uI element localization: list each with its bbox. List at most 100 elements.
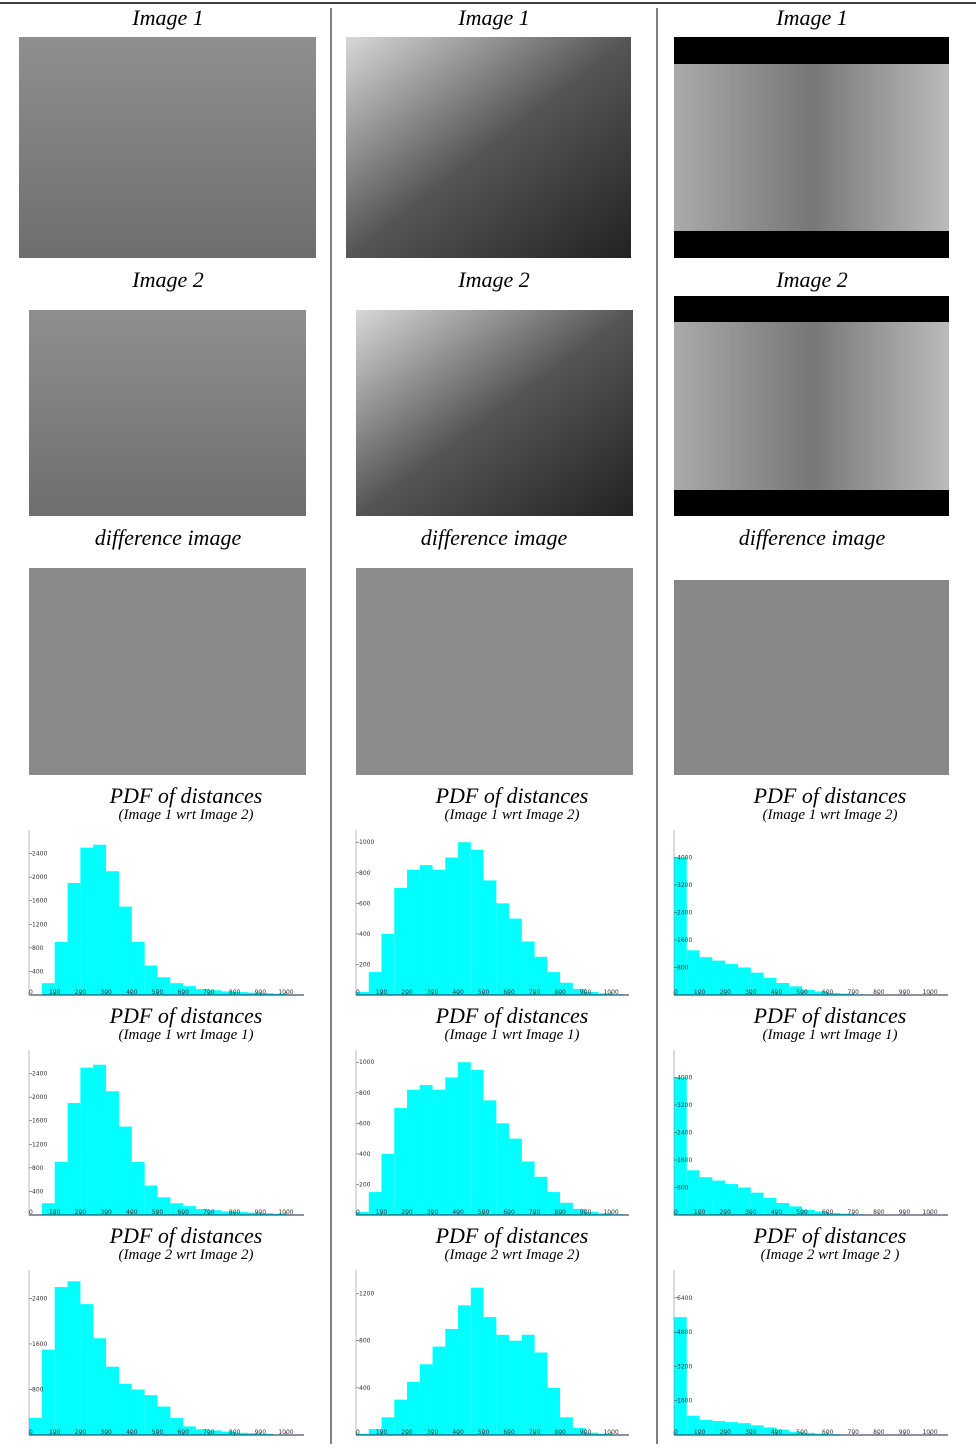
chart-title: PDF of distances xyxy=(435,1003,589,1028)
histogram-bar xyxy=(420,1085,433,1215)
photo xyxy=(29,568,306,775)
histogram-bar xyxy=(394,1108,407,1215)
y-tick-label: 3200 xyxy=(677,882,692,889)
histogram-bar xyxy=(471,1070,484,1215)
histogram-bar xyxy=(509,1341,522,1435)
y-tick-label: 2000 xyxy=(32,1094,47,1101)
y-tick-label: 200 xyxy=(359,961,371,968)
photo xyxy=(356,310,633,516)
y-tick-label: 2400 xyxy=(32,1295,47,1302)
chart-title: PDF of distances xyxy=(753,1223,907,1248)
y-tick-label: 2400 xyxy=(677,910,692,917)
chart-subtitle: (Image 1 wrt Image 2) xyxy=(445,807,580,823)
letterbox xyxy=(674,231,949,258)
histogram-bar xyxy=(55,1287,68,1435)
histogram-bar xyxy=(458,842,471,995)
histogram-bar xyxy=(93,845,106,995)
image-caption: Image 2 xyxy=(131,267,203,292)
y-tick-label: 1200 xyxy=(32,921,47,928)
chart-subtitle: (Image 2 wrt Image 2 ) xyxy=(761,1247,900,1263)
histogram-bar xyxy=(93,1065,106,1215)
chart-subtitle: (Image 2 wrt Image 2) xyxy=(119,1247,254,1263)
histogram-bar xyxy=(132,1162,145,1215)
image-caption: Image 1 xyxy=(457,5,529,30)
histogram-bar xyxy=(68,883,81,995)
chart-title: PDF of distances xyxy=(109,783,263,808)
histogram-bar xyxy=(80,1068,93,1215)
histogram-bar xyxy=(445,1078,458,1216)
letterbox xyxy=(674,37,949,64)
y-tick-label: 3200 xyxy=(677,1363,692,1370)
chart-subtitle: (Image 1 wrt Image 2) xyxy=(763,807,898,823)
histogram-bar xyxy=(55,1162,68,1215)
y-tick-label: 400 xyxy=(32,1188,44,1195)
y-tick-label: 1000 xyxy=(359,1059,374,1066)
histogram-bar xyxy=(420,1364,433,1435)
y-tick-label: 600 xyxy=(359,1120,371,1127)
image-caption: difference image xyxy=(739,525,886,550)
y-tick-label: 2400 xyxy=(677,1130,692,1137)
histogram-bar xyxy=(407,1382,420,1435)
chart-title: PDF of distances xyxy=(753,1003,907,1028)
y-tick-label: 800 xyxy=(32,945,44,952)
y-tick-label: 1600 xyxy=(32,898,47,905)
histogram-bar xyxy=(119,907,132,995)
histogram-bar xyxy=(496,903,509,995)
image-caption: difference image xyxy=(421,525,568,550)
histogram-bar xyxy=(522,1162,535,1215)
histogram-bar xyxy=(382,1154,395,1215)
y-tick-label: 800 xyxy=(677,965,689,972)
y-tick-label: 800 xyxy=(359,1338,371,1345)
photo xyxy=(674,580,949,775)
histogram-bar xyxy=(535,1353,548,1436)
histogram-bar xyxy=(471,1288,484,1435)
histogram-bar xyxy=(484,1317,497,1435)
histogram-bar xyxy=(68,1103,81,1215)
histogram-bar xyxy=(55,942,68,995)
y-tick-label: 4000 xyxy=(677,1075,692,1082)
y-tick-label: 1200 xyxy=(359,1291,374,1298)
histogram-bar xyxy=(132,942,145,995)
histogram-bar xyxy=(547,1388,560,1435)
y-tick-label: 6400 xyxy=(677,1295,692,1302)
y-tick-label: 800 xyxy=(677,1185,689,1192)
histogram-bar xyxy=(68,1281,81,1435)
chart-title: PDF of distances xyxy=(753,783,907,808)
y-tick-label: 400 xyxy=(359,931,371,938)
histogram-bar xyxy=(80,1304,93,1435)
chart-title: PDF of distances xyxy=(435,783,589,808)
y-tick-label: 3200 xyxy=(677,1102,692,1109)
y-tick-label: 1600 xyxy=(677,1157,692,1164)
letterbox xyxy=(674,296,949,322)
y-tick-label: 1600 xyxy=(677,937,692,944)
histogram-bar xyxy=(119,1127,132,1215)
y-tick-label: 4800 xyxy=(677,1329,692,1336)
image-caption: Image 1 xyxy=(775,5,847,30)
photo xyxy=(356,568,633,775)
y-tick-label: 1600 xyxy=(32,1118,47,1125)
histogram-bar xyxy=(445,1329,458,1435)
histogram-bar xyxy=(509,919,522,995)
histogram-bar xyxy=(433,1090,446,1215)
histogram-bar xyxy=(106,1091,119,1215)
histogram-bar xyxy=(42,1350,55,1435)
histogram-bar xyxy=(382,934,395,995)
image-caption: Image 1 xyxy=(131,5,203,30)
y-tick-label: 800 xyxy=(359,1090,371,1097)
histogram-bar xyxy=(445,858,458,996)
histogram-bar xyxy=(106,871,119,995)
histogram-bar xyxy=(674,1078,687,1216)
y-tick-label: 4000 xyxy=(677,855,692,862)
histogram-bar xyxy=(106,1367,119,1435)
image-caption: difference image xyxy=(95,525,242,550)
histogram-bar xyxy=(509,1139,522,1215)
y-tick-label: 2400 xyxy=(32,851,47,858)
y-tick-label: 2000 xyxy=(32,874,47,881)
histogram-bar xyxy=(522,1335,535,1435)
histogram-bar xyxy=(119,1384,132,1435)
y-tick-label: 1000 xyxy=(359,839,374,846)
histogram-bar xyxy=(496,1123,509,1215)
chart-subtitle: (Image 1 wrt Image 1) xyxy=(763,1027,898,1043)
